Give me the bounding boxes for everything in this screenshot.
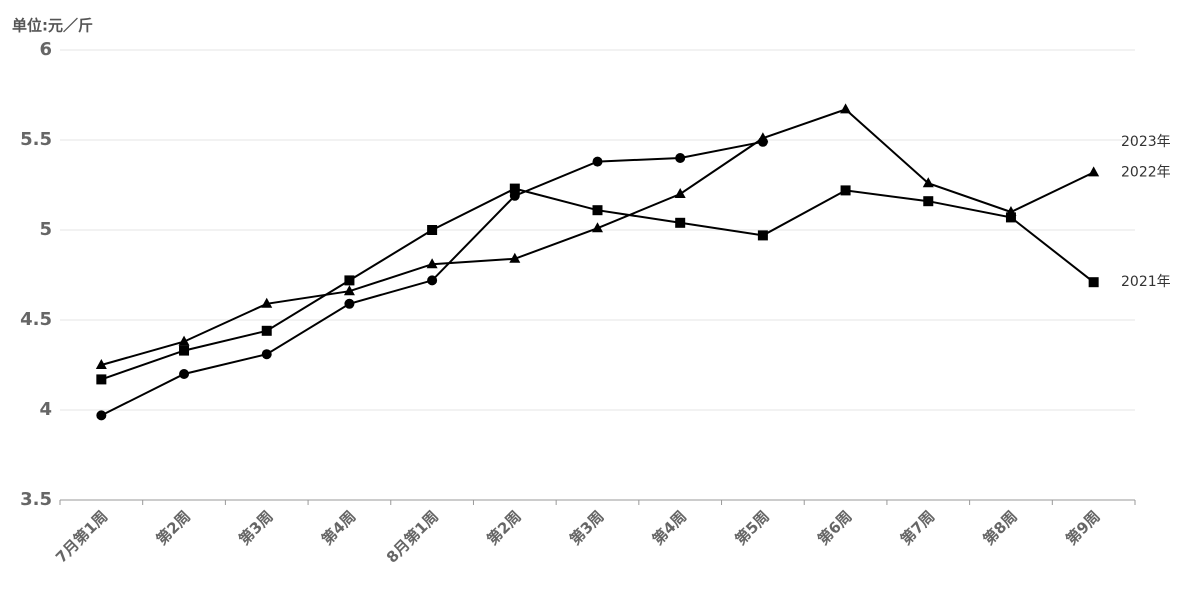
point	[1005, 212, 1016, 223]
point	[840, 103, 852, 114]
point	[1088, 166, 1100, 177]
point	[427, 225, 438, 235]
point	[179, 345, 190, 356]
series-line	[101, 187, 1095, 381]
y-tick-label: 5.5	[20, 129, 52, 150]
series-line	[101, 108, 1095, 366]
x-tick-label: 7月第1周	[52, 507, 111, 566]
point	[1088, 277, 1099, 288]
series-label: 2022年	[1121, 164, 1171, 180]
x-tick-label: 第4周	[318, 507, 359, 548]
y-tick-label: 5	[39, 219, 52, 240]
series-label: 2021年	[1121, 274, 1171, 290]
point	[344, 298, 355, 309]
point	[426, 258, 438, 269]
point	[675, 217, 686, 228]
point	[592, 156, 603, 167]
point	[261, 349, 272, 360]
point	[179, 369, 190, 379]
point	[344, 275, 355, 286]
point	[923, 196, 934, 207]
point	[509, 183, 520, 194]
x-tick-label: 第7周	[897, 507, 938, 548]
point	[757, 230, 768, 241]
x-tick-label: 第3周	[235, 507, 276, 548]
x-tick-label: 第2周	[153, 507, 194, 548]
point	[840, 185, 851, 196]
point	[95, 359, 107, 369]
x-tick-label: 第9周	[1062, 507, 1103, 548]
point	[922, 177, 934, 188]
x-tick-label: 第6周	[814, 507, 855, 548]
point	[592, 205, 603, 216]
point	[757, 132, 769, 143]
x-tick-label: 第8周	[980, 507, 1021, 548]
point	[96, 374, 107, 385]
point	[178, 335, 190, 346]
point	[509, 252, 521, 263]
y-tick-label: 6	[39, 39, 52, 60]
x-tick-label: 第4周	[649, 507, 690, 548]
y-tick-label: 4	[39, 399, 52, 420]
y-tick-label: 4.5	[20, 309, 52, 330]
point	[261, 325, 272, 336]
point	[96, 410, 107, 421]
point	[343, 285, 355, 296]
y-axis-unit: 单位:元／斤	[12, 17, 93, 35]
series-label: 2023年	[1121, 134, 1171, 150]
x-tick-label: 8月第1周	[383, 507, 442, 566]
y-tick-label: 3.5	[20, 489, 52, 510]
point	[261, 297, 273, 308]
x-tick-label: 第2周	[483, 507, 524, 548]
point	[674, 188, 686, 198]
point	[675, 153, 686, 163]
point	[592, 222, 603, 233]
point	[427, 275, 438, 286]
x-tick-label: 第3周	[566, 507, 607, 548]
x-tick-label: 第5周	[732, 507, 773, 548]
